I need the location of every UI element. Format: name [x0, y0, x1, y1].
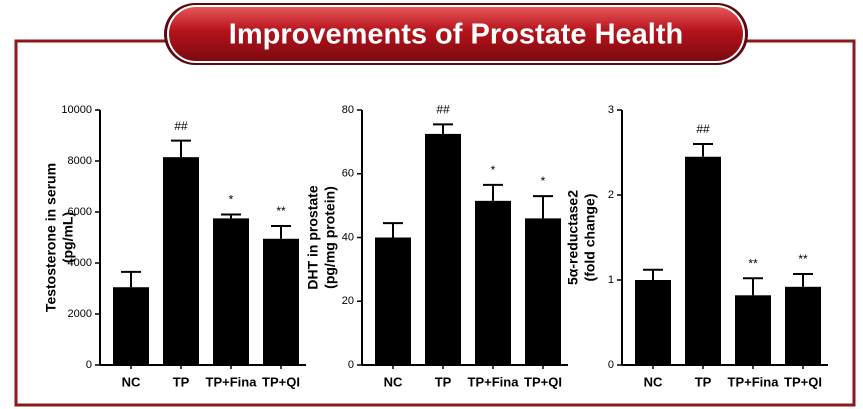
header-pill: [167, 5, 745, 63]
y-tick-label: 2000: [68, 308, 92, 320]
y-axis-label: Testosterone in serum: [43, 163, 59, 312]
y-axis-label: (pg/mL): [60, 212, 76, 263]
y-tick-label: 10000: [61, 104, 92, 116]
x-tick-label: TP+Fina: [468, 374, 520, 389]
significance-label: ##: [174, 119, 188, 133]
bar: [263, 238, 299, 365]
y-tick-label: 3: [608, 104, 614, 116]
significance-label: *: [229, 193, 234, 207]
bar: [475, 200, 511, 365]
bar: [113, 287, 149, 365]
x-tick-label: TP+Fina: [206, 374, 258, 389]
y-tick-label: 40: [342, 231, 354, 243]
y-tick-label: 2: [608, 189, 614, 201]
bar: [785, 286, 821, 365]
bar: [735, 295, 771, 365]
y-tick-label: 8000: [68, 155, 92, 167]
bar: [525, 218, 561, 365]
bar: [375, 237, 411, 365]
bar: [213, 218, 249, 365]
bar: [163, 157, 199, 365]
y-tick-label: 60: [342, 168, 354, 180]
significance-label: ##: [436, 103, 450, 117]
y-tick-label: 1: [608, 274, 614, 286]
x-tick-label: TP+QI: [262, 374, 300, 389]
significance-label: **: [276, 204, 286, 218]
y-axis-label: 5α-reductase2: [565, 190, 581, 285]
significance-label: *: [491, 163, 496, 177]
significance-label: ##: [696, 122, 710, 136]
y-tick-label: 6000: [68, 206, 92, 218]
x-tick-label: TP+Fina: [728, 374, 780, 389]
header-title: Improvements of Prostate Health: [229, 19, 683, 51]
x-tick-label: TP: [435, 374, 452, 389]
x-tick-label: TP: [695, 374, 712, 389]
y-axis-label: (fold change): [582, 194, 598, 282]
significance-label: **: [798, 252, 808, 266]
significance-label: *: [541, 174, 546, 188]
y-tick-label: 20: [342, 295, 354, 307]
x-tick-label: TP: [173, 374, 190, 389]
y-tick-label: 0: [608, 359, 614, 371]
y-tick-label: 80: [342, 104, 354, 116]
y-axis-label: DHT in prostate: [305, 185, 321, 289]
bar: [425, 133, 461, 365]
bar: [685, 156, 721, 365]
x-tick-label: TP+QI: [524, 374, 562, 389]
bar: [635, 280, 671, 365]
y-tick-label: 0: [348, 359, 354, 371]
x-tick-label: NC: [122, 374, 141, 389]
significance-label: **: [748, 256, 758, 270]
x-tick-label: TP+QI: [784, 374, 822, 389]
x-tick-label: NC: [644, 374, 663, 389]
y-axis-label: (pg/mg protein): [322, 186, 338, 289]
x-tick-label: NC: [384, 374, 403, 389]
y-tick-label: 0: [86, 359, 92, 371]
y-tick-label: 4000: [68, 257, 92, 269]
